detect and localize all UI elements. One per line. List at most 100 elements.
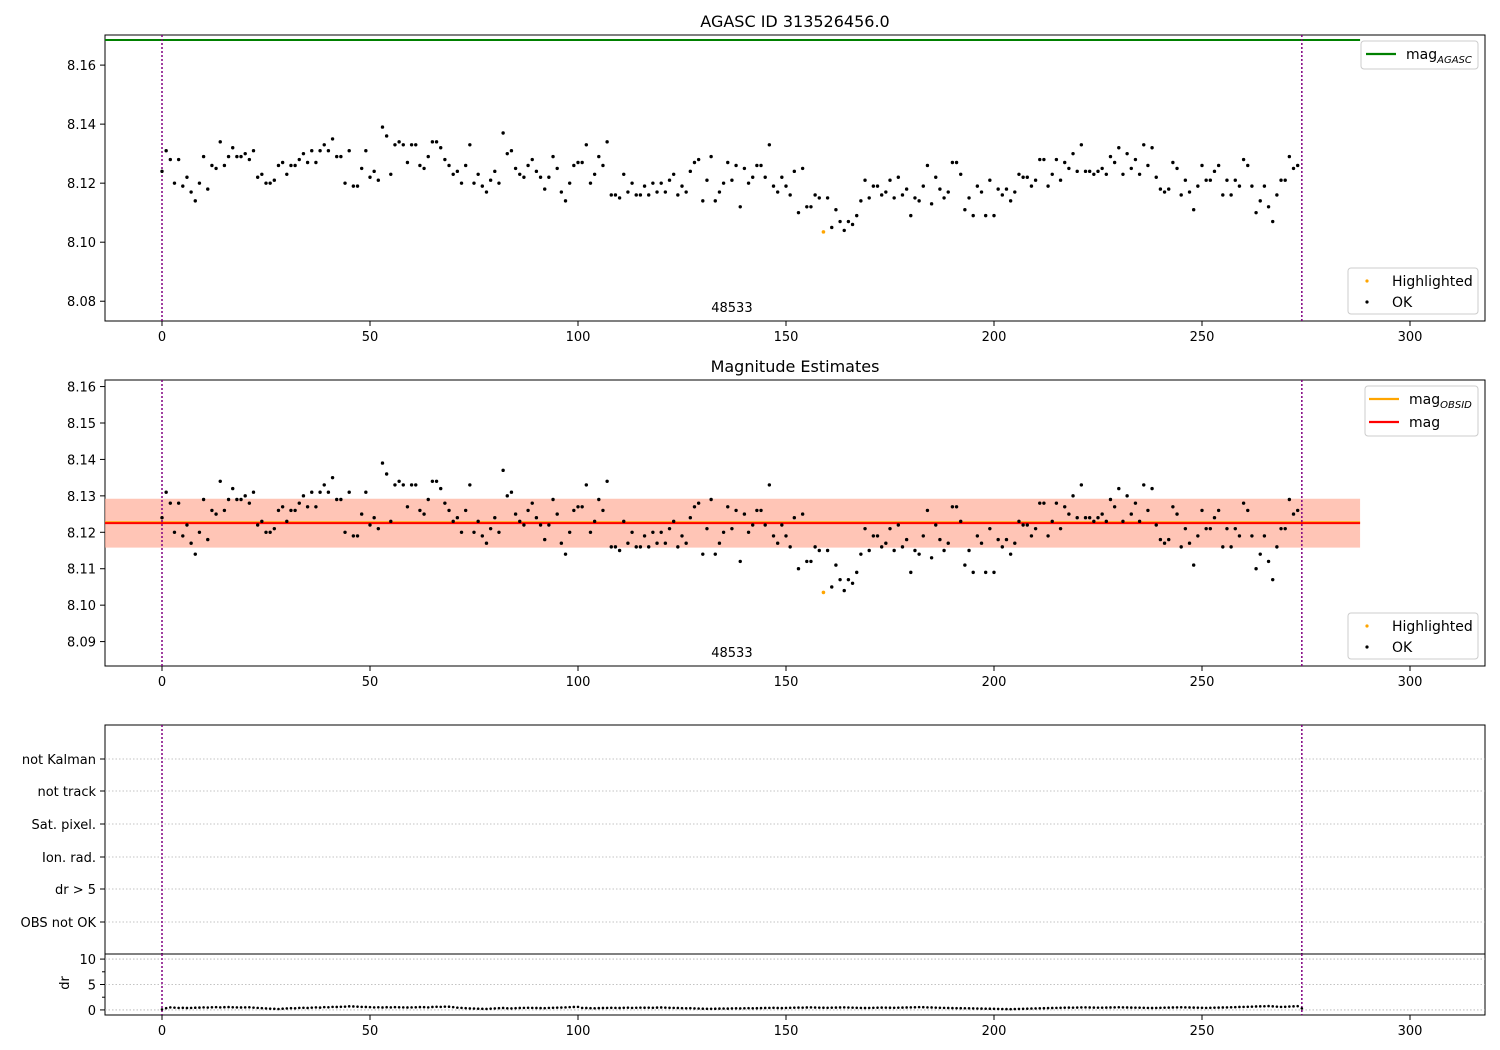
panel1-ok-point <box>859 199 863 203</box>
panel1-ok-point <box>280 160 285 165</box>
panel2-ok-point <box>393 483 397 487</box>
dr-point <box>293 1006 297 1010</box>
panel1-ok-point <box>468 143 472 147</box>
panel2-ok-point <box>667 526 672 531</box>
panel4-ytick-label: 0 <box>88 1004 96 1019</box>
panel1-ok-point <box>1071 151 1075 156</box>
panel1-ok-point <box>892 196 896 200</box>
panel2-ytick-label: 8.15 <box>67 417 96 432</box>
dr-point <box>971 1007 975 1010</box>
panel2-ok-point <box>1121 519 1125 524</box>
panel1-ok-point <box>434 140 439 144</box>
panel1-ok-point <box>925 163 930 168</box>
panel2-legend-highlighted-marker <box>1365 624 1369 628</box>
panel2-xtick-label: 0 <box>158 675 166 690</box>
panel1-ok-point <box>1275 193 1279 197</box>
dr-point <box>1246 1005 1250 1009</box>
panel2-ok-point <box>1038 501 1042 505</box>
dr-point <box>726 1007 730 1010</box>
panel2-ok-point <box>201 497 206 502</box>
dr-point <box>564 1006 567 1009</box>
panel2-ok-point <box>293 508 297 513</box>
panel2-ok-point <box>538 523 543 527</box>
dr-point <box>1075 1006 1079 1009</box>
panel2-ok-point <box>1021 523 1025 527</box>
panel2-ok-point <box>622 519 626 524</box>
panel2-ok-point <box>842 588 846 593</box>
panel2-ok-point <box>439 486 443 491</box>
panel1-ok-point <box>1079 143 1084 147</box>
panel1-ok-point <box>1208 178 1213 182</box>
panel1-ytick-label: 8.08 <box>67 295 96 310</box>
panel2-ok-point <box>509 490 514 494</box>
panel2-ok-point <box>231 486 235 491</box>
dr-point <box>601 1006 605 1010</box>
panel2-ok-point <box>409 483 414 487</box>
panel2-ok-point <box>983 570 988 575</box>
panel2-ok-point <box>447 508 451 513</box>
dr-point <box>634 1006 638 1010</box>
panel1-ok-point <box>626 190 630 194</box>
dr-point <box>618 1006 621 1010</box>
panel1-ok-point <box>1025 175 1029 179</box>
panel1-ok-point <box>330 137 335 141</box>
panel1-ok-point <box>709 154 713 159</box>
panel1-ok-point <box>676 193 680 197</box>
panel2-ok-point <box>917 552 921 556</box>
panel1-ok-point <box>318 148 322 153</box>
dr-point <box>1296 1004 1299 1008</box>
panel1-ok-point <box>1291 166 1296 171</box>
dr-point <box>697 1007 700 1010</box>
dr-point <box>1250 1005 1254 1008</box>
panel1-ok-point <box>1004 187 1009 191</box>
panel1-ok-point <box>384 134 389 138</box>
panel1-ok-point <box>1142 143 1146 147</box>
panel1-ok-point <box>538 175 543 179</box>
panel2-ok-point <box>518 519 522 524</box>
panel1-ok-point <box>983 213 988 218</box>
panel1-ok-point <box>376 178 381 182</box>
dr-point <box>1025 1007 1029 1010</box>
panel1-ok-point <box>1133 157 1138 162</box>
panel1-ok-point <box>347 148 351 153</box>
panel1-xtick-label: 250 <box>1190 330 1215 345</box>
dr-point <box>1233 1005 1237 1009</box>
panel1-ok-point <box>522 175 526 179</box>
panel1-ok-point <box>368 175 372 179</box>
panel2-ok-point <box>979 541 984 545</box>
panel1-ok-point <box>738 205 742 209</box>
panel2-ok-point <box>1104 519 1109 524</box>
panel2-ok-point <box>301 494 306 498</box>
panel1-ok-point <box>351 184 356 188</box>
panel1-ok-point <box>1175 166 1179 171</box>
dr-point <box>464 1006 467 1010</box>
dr-point <box>772 1006 775 1010</box>
panel2-ok-point <box>1183 526 1188 531</box>
panel1-ok-point <box>950 160 955 165</box>
panel1-ok-point <box>817 196 821 200</box>
dr-point <box>243 1006 247 1009</box>
panel2-ok-point <box>484 541 489 545</box>
dr-point <box>905 1006 908 1009</box>
dr-point <box>1279 1005 1283 1009</box>
panel2-ok-point <box>726 505 730 509</box>
panel1-ok-point <box>1271 219 1275 224</box>
panel2-ok-point <box>1200 508 1204 513</box>
panel1-ok-point <box>1266 205 1271 209</box>
dr-point <box>851 1006 854 1009</box>
panel2-ok-point <box>1216 508 1221 513</box>
panel1-ok-point <box>1029 184 1034 188</box>
panel1-ok-point <box>1216 163 1221 168</box>
panel2-ok-point <box>472 530 476 534</box>
panel2-xtick-label: 100 <box>566 675 591 690</box>
panel2-ok-point <box>663 541 668 545</box>
panel1-ok-point <box>201 154 206 159</box>
panel1-ok-point <box>1191 208 1196 212</box>
panel1-ok-point <box>1075 169 1079 174</box>
panel1-ok-point <box>796 210 801 215</box>
panel2-ok-point <box>1208 526 1213 531</box>
panel1-ok-point <box>1150 146 1154 150</box>
panel1-ok-point <box>1104 172 1109 177</box>
panel2-ok-point <box>846 577 851 582</box>
panel2-ok-point <box>497 530 501 534</box>
